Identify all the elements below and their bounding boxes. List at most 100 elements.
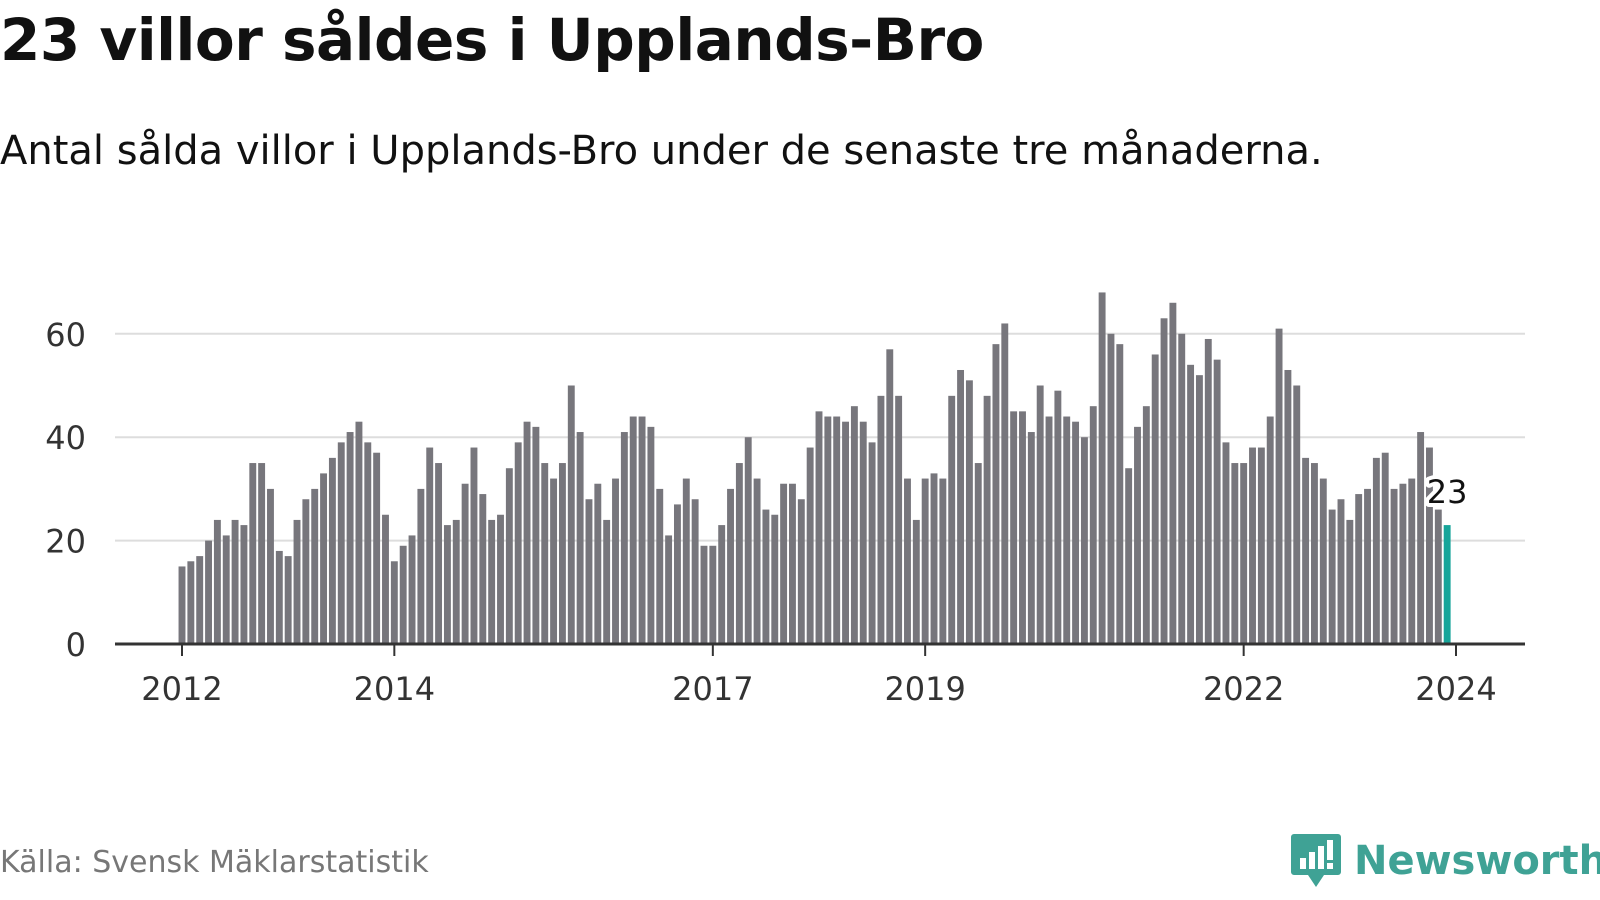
bar bbox=[382, 514, 389, 644]
chart-subtitle: Antal sålda villor i Upplands-Bro under … bbox=[0, 128, 1323, 174]
bar bbox=[1408, 478, 1416, 644]
bar bbox=[1160, 318, 1168, 644]
bar bbox=[275, 550, 283, 644]
bar bbox=[550, 478, 558, 644]
bar bbox=[1434, 509, 1442, 644]
bar-highlight bbox=[1443, 525, 1451, 644]
bar bbox=[337, 442, 345, 644]
bar bbox=[523, 421, 531, 644]
bar bbox=[488, 519, 496, 644]
bar bbox=[1134, 426, 1141, 644]
bar bbox=[789, 483, 796, 644]
bar bbox=[435, 463, 443, 644]
bar bbox=[399, 545, 407, 644]
bar bbox=[1019, 411, 1026, 644]
bar bbox=[373, 452, 381, 644]
source-note: Källa: Svensk Mäklarstatistik bbox=[0, 845, 429, 880]
bar bbox=[647, 426, 655, 644]
bar bbox=[293, 519, 301, 644]
bar bbox=[842, 421, 849, 644]
bar bbox=[1284, 369, 1292, 644]
highlight-value-label: 23 bbox=[1427, 473, 1468, 511]
bar bbox=[1257, 447, 1265, 644]
bar bbox=[833, 416, 841, 644]
x-tick-label: 2022 bbox=[1203, 670, 1284, 708]
bar bbox=[1328, 509, 1336, 644]
chart-title: 23 villor såldes i Upplands-Bro bbox=[0, 6, 984, 74]
bar bbox=[1001, 323, 1009, 644]
bar bbox=[302, 499, 310, 644]
bar bbox=[461, 483, 469, 644]
y-tick-label: 60 bbox=[45, 316, 86, 354]
bar bbox=[904, 478, 911, 644]
bar bbox=[603, 519, 611, 644]
bar bbox=[1293, 385, 1301, 644]
y-tick-label: 0 bbox=[66, 626, 86, 664]
bar bbox=[868, 442, 876, 644]
bar bbox=[284, 556, 292, 644]
bar-chart: 0 20 40 60 2012 2014 2017 2019 2022 2024 23 bbox=[45, 292, 1525, 708]
bar bbox=[567, 385, 575, 644]
bar bbox=[1151, 354, 1159, 644]
x-tick-label: 2014 bbox=[354, 670, 435, 708]
bar bbox=[1266, 416, 1274, 644]
bar bbox=[1195, 375, 1203, 644]
bar bbox=[824, 416, 832, 644]
bar bbox=[638, 416, 646, 644]
bar bbox=[222, 535, 230, 644]
x-axis-ticks: 2012 2014 2017 2019 2022 2024 bbox=[141, 644, 1497, 708]
bar bbox=[1098, 292, 1106, 644]
bar bbox=[1010, 411, 1018, 644]
bar bbox=[815, 411, 823, 644]
bar bbox=[311, 488, 319, 644]
bar bbox=[656, 488, 664, 644]
bar bbox=[1310, 463, 1318, 644]
bar bbox=[1080, 437, 1088, 644]
newsworthy-logo-icon bbox=[1291, 834, 1341, 887]
bar bbox=[612, 478, 619, 644]
x-tick-label: 2017 bbox=[672, 670, 753, 708]
bar bbox=[992, 344, 1000, 644]
bar bbox=[780, 483, 788, 644]
bar bbox=[939, 478, 947, 644]
bar bbox=[1231, 463, 1239, 644]
bar bbox=[1372, 457, 1380, 644]
bar bbox=[213, 519, 221, 644]
bar bbox=[364, 442, 372, 644]
bar bbox=[1045, 416, 1053, 644]
bar bbox=[205, 540, 212, 644]
bar bbox=[948, 395, 956, 644]
bar bbox=[1054, 390, 1062, 644]
bar bbox=[1426, 447, 1433, 644]
bar bbox=[1302, 457, 1310, 644]
bar bbox=[479, 494, 487, 644]
bar bbox=[390, 561, 398, 644]
bar bbox=[691, 499, 699, 644]
bar bbox=[346, 432, 354, 644]
bar bbox=[1364, 488, 1371, 644]
bar bbox=[1036, 385, 1044, 644]
bar bbox=[443, 525, 451, 644]
bar bbox=[727, 488, 734, 644]
bar bbox=[249, 463, 257, 644]
bar bbox=[240, 525, 248, 644]
bar bbox=[1346, 519, 1354, 644]
bar bbox=[744, 437, 752, 644]
bar bbox=[1417, 432, 1425, 644]
bar bbox=[470, 447, 478, 644]
bar bbox=[718, 525, 726, 644]
brand-logo[interactable]: Newsworthy bbox=[1290, 832, 1600, 890]
bar bbox=[452, 519, 460, 644]
bar bbox=[426, 447, 434, 644]
bar bbox=[974, 463, 982, 644]
data-labels: 23 bbox=[1423, 469, 1472, 515]
bar bbox=[895, 395, 903, 644]
brand-name: Newsworthy bbox=[1354, 838, 1600, 884]
bar bbox=[1319, 478, 1327, 644]
bar bbox=[1089, 406, 1097, 644]
bar bbox=[665, 535, 673, 644]
bar bbox=[1399, 483, 1407, 644]
bar bbox=[1142, 406, 1150, 644]
y-axis-ticks: 0 20 40 60 bbox=[45, 316, 86, 664]
bar bbox=[1187, 364, 1195, 644]
